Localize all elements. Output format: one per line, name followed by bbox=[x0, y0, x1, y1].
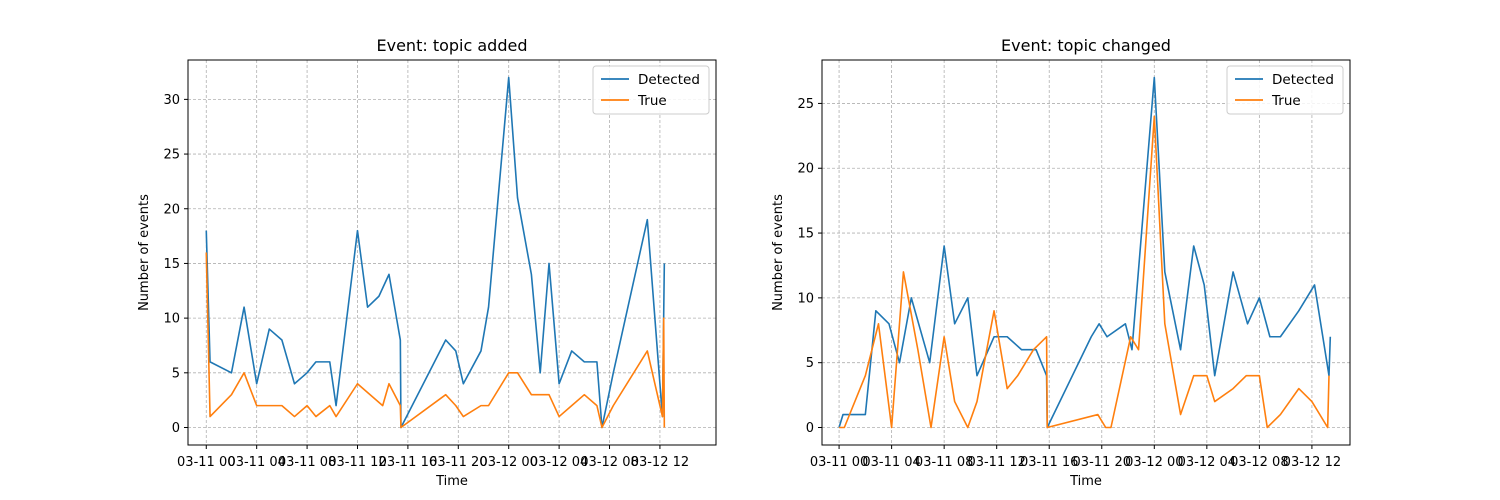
y-tick-label: 5 bbox=[806, 356, 814, 371]
series-line-true bbox=[205, 252, 666, 429]
y-axis-label: Number of events bbox=[771, 194, 786, 311]
x-tick-label: 03-11 16 bbox=[1020, 455, 1078, 470]
legend-box bbox=[1226, 65, 1344, 115]
y-axis-label: Number of events bbox=[137, 194, 152, 311]
x-tick-label: 03-12 12 bbox=[1283, 455, 1341, 470]
x-tick-label: 03-12 04 bbox=[530, 455, 588, 470]
x-tick-label: 03-12 08 bbox=[1230, 455, 1288, 470]
y-tick-label: 20 bbox=[163, 202, 180, 217]
x-tick-label: 03-11 04 bbox=[862, 455, 920, 470]
legend-label: Detected bbox=[1272, 72, 1334, 88]
chart-title: Event: topic added bbox=[377, 36, 528, 55]
x-tick-label: 03-11 12 bbox=[328, 455, 386, 470]
y-tick-label: 20 bbox=[797, 162, 814, 177]
x-tick-label: 03-12 00 bbox=[479, 455, 537, 470]
y-tick-label: 0 bbox=[172, 421, 180, 436]
x-tick-label: 03-11 12 bbox=[967, 455, 1025, 470]
x-tick-label: 03-12 04 bbox=[1178, 455, 1236, 470]
x-tick-label: 03-12 08 bbox=[580, 455, 638, 470]
x-tick-label: 03-11 20 bbox=[1073, 455, 1131, 470]
x-axis-label: Time bbox=[1069, 474, 1102, 489]
x-tick-label: 03-11 04 bbox=[227, 455, 285, 470]
legend: Detected True bbox=[592, 65, 710, 115]
x-tick-label: 03-12 00 bbox=[1125, 455, 1183, 470]
y-tick-label: 15 bbox=[797, 227, 814, 242]
legend-label: True bbox=[637, 93, 667, 109]
legend-label: True bbox=[1271, 93, 1301, 109]
series-line-detected bbox=[838, 76, 1332, 429]
y-tick-label: 10 bbox=[797, 291, 814, 306]
y-tick-label: 10 bbox=[163, 312, 180, 327]
x-tick-label: 03-11 00 bbox=[177, 455, 235, 470]
legend-box bbox=[592, 65, 710, 115]
y-tick-label: 30 bbox=[163, 93, 180, 108]
x-tick-label: 03-11 20 bbox=[429, 455, 487, 470]
axes-frame bbox=[821, 59, 1351, 446]
legend-label: Detected bbox=[638, 72, 700, 88]
x-tick-label: 03-11 00 bbox=[810, 455, 868, 470]
legend: Detected True bbox=[1226, 65, 1344, 115]
y-tick-label: 15 bbox=[163, 257, 180, 272]
x-tick-label: 03-11 08 bbox=[278, 455, 336, 470]
y-tick-label: 0 bbox=[806, 421, 814, 436]
x-tick-label: 03-11 16 bbox=[379, 455, 437, 470]
series-line-detected bbox=[205, 76, 666, 429]
x-tick-label: 03-12 12 bbox=[631, 455, 689, 470]
x-axis-label: Time bbox=[435, 474, 468, 489]
x-tick-label: 03-11 08 bbox=[915, 455, 973, 470]
axes-frame bbox=[187, 59, 717, 446]
y-tick-label: 25 bbox=[163, 148, 180, 163]
chart-title: Event: topic changed bbox=[1001, 36, 1171, 55]
y-tick-label: 5 bbox=[172, 366, 180, 381]
y-tick-label: 25 bbox=[797, 97, 814, 112]
series-line-true bbox=[839, 115, 1330, 429]
